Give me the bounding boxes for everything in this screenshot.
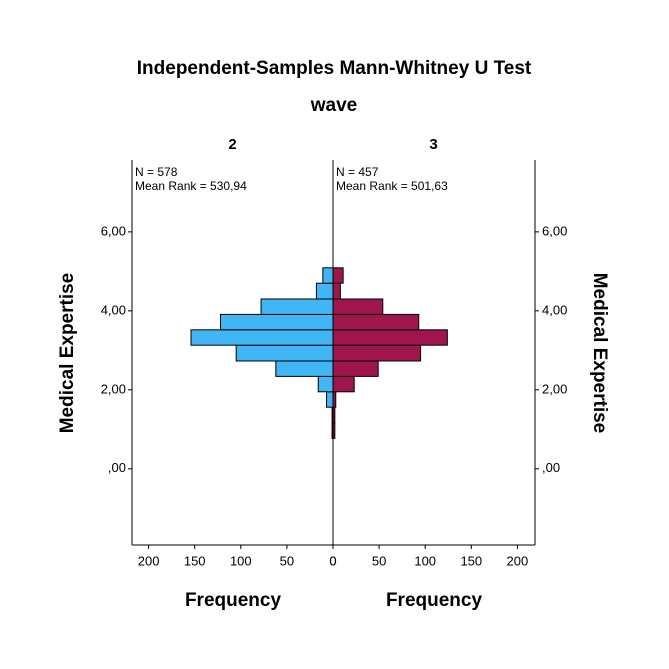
x-tick-label: 50: [372, 553, 386, 568]
bar: [332, 329, 448, 346]
y-tick-label: 6,00: [542, 223, 567, 238]
panel-header: 3: [429, 136, 437, 153]
bar: [326, 391, 334, 408]
annotation: Mean Rank = 501,63: [336, 179, 448, 193]
x-tick-label: 200: [138, 553, 160, 568]
bar: [190, 329, 334, 346]
x-tick-label: 200: [507, 553, 529, 568]
y-tick-label: 2,00: [542, 381, 567, 396]
x-tick-label: 0: [329, 553, 336, 568]
annotation: N = 457: [336, 165, 379, 179]
annotation: Mean Rank = 530,94: [135, 179, 247, 193]
panel-header: 2: [228, 136, 236, 153]
y-tick-label: 4,00: [542, 302, 567, 317]
y-tick-label: ,00: [108, 460, 126, 475]
bar: [260, 298, 334, 315]
y-tick-label: 6,00: [101, 223, 126, 238]
bar: [332, 313, 420, 331]
x-tick-label: 100: [414, 553, 436, 568]
bar: [332, 282, 341, 300]
bar: [235, 344, 334, 362]
bar: [322, 267, 334, 284]
y-tick-label: 4,00: [101, 302, 126, 317]
x-tick-label: 150: [460, 553, 482, 568]
x-tick-label: 50: [280, 553, 294, 568]
bar: [332, 298, 384, 315]
y-axis-label: Medical Expertise: [589, 273, 610, 434]
bar: [332, 267, 344, 284]
y-axis-label: Medical Expertise: [57, 273, 78, 434]
x-tick-label: 150: [184, 553, 206, 568]
chart-subtitle: wave: [310, 95, 357, 116]
bar: [315, 282, 334, 300]
x-tick-label: 0: [329, 553, 336, 568]
y-tick-label: ,00: [542, 460, 560, 475]
x-axis-label: Frequency: [386, 590, 483, 611]
y-tick-label: 2,00: [101, 381, 126, 396]
annotation: N = 578: [135, 165, 178, 179]
bar: [332, 344, 422, 362]
chart-title: Independent-Samples Mann-Whitney U Test: [137, 58, 532, 79]
bar: [332, 375, 355, 393]
bar: [332, 360, 379, 377]
x-axis-label: Frequency: [185, 590, 282, 611]
bar: [275, 360, 334, 377]
x-tick-label: 100: [230, 553, 252, 568]
bar: [317, 375, 334, 393]
bar: [220, 313, 334, 331]
